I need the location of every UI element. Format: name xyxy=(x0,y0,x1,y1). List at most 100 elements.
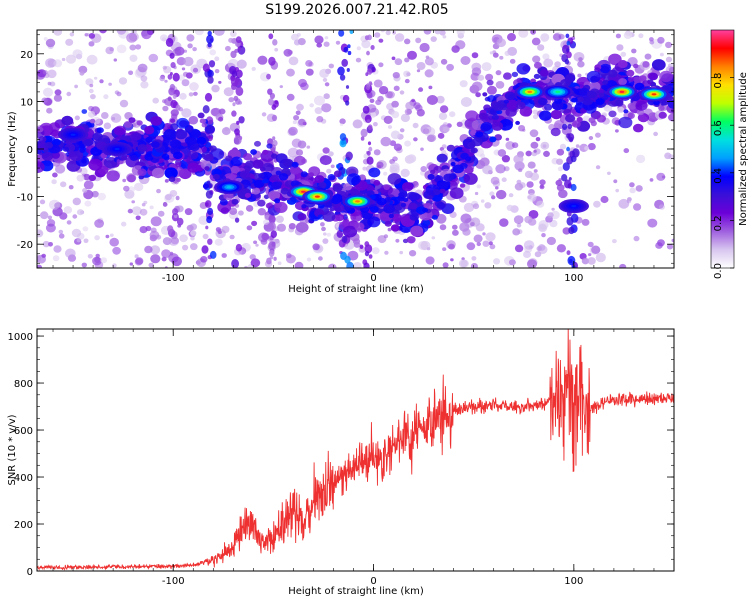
heatmap-cell xyxy=(344,255,351,264)
heatmap-cell xyxy=(135,215,141,221)
heatmap-cell xyxy=(524,170,533,179)
heatmap-cell xyxy=(566,146,570,152)
heatmap-cell xyxy=(398,192,405,198)
heatmap-cell xyxy=(274,47,279,52)
heatmap-cell xyxy=(489,136,497,143)
heatmap-cell xyxy=(94,219,104,228)
heatmap-cell xyxy=(350,188,360,196)
heatmap-cell xyxy=(249,254,256,260)
heatmap-cell xyxy=(623,148,630,154)
heatmap-cell xyxy=(363,262,370,268)
heatmap-cell xyxy=(420,166,428,172)
heatmap-cell xyxy=(489,244,496,250)
heatmap-cell xyxy=(190,144,200,151)
heatmap-cell xyxy=(496,38,507,48)
heatmap-cell xyxy=(150,254,161,264)
heatmap-cell xyxy=(525,150,532,157)
heatmap-cell xyxy=(577,73,582,78)
heatmap-cell xyxy=(492,102,504,111)
heatmap-cell xyxy=(496,189,507,200)
heatmap-cell xyxy=(187,43,193,49)
heatmap-cell xyxy=(229,207,238,215)
heatmap-cell xyxy=(586,70,601,83)
colorbar-gradient xyxy=(711,30,734,268)
heatmap-cell xyxy=(204,92,213,102)
heatmap-cell xyxy=(152,97,159,104)
heatmap-cell xyxy=(250,258,261,268)
heatmap-cell xyxy=(181,67,186,71)
heatmap-cell xyxy=(434,30,442,35)
heatmap-cell xyxy=(164,179,169,183)
heatmap-cell xyxy=(298,78,307,88)
heatmap-cell xyxy=(218,108,226,115)
heatmap-cell xyxy=(409,250,417,257)
heatmap-cell xyxy=(209,250,217,259)
heatmap-cell xyxy=(390,130,401,140)
heatmap-cell xyxy=(225,155,233,162)
heatmap-cell xyxy=(476,242,481,247)
heatmap-cell xyxy=(236,120,240,125)
heatmap-cell xyxy=(633,123,644,133)
heatmap-cell xyxy=(119,99,129,108)
heatmap-cell xyxy=(394,33,405,42)
heatmap-cell xyxy=(602,80,609,85)
heatmap-cell xyxy=(39,199,46,205)
heatmap-cell xyxy=(439,188,446,194)
heatmap-cell xyxy=(488,241,493,246)
heatmap-cell xyxy=(314,95,325,106)
heatmap-cell xyxy=(296,103,304,111)
heatmap-cell xyxy=(159,76,165,82)
heatmap-cell xyxy=(499,55,504,60)
y-tick-label: 600 xyxy=(14,426,33,437)
heatmap-cell xyxy=(232,102,236,107)
heatmap-cell xyxy=(235,195,239,200)
heatmap-cell xyxy=(135,44,142,50)
heatmap-cell xyxy=(84,200,92,207)
heatmap-cell xyxy=(144,245,153,254)
heatmap-cell xyxy=(562,162,570,171)
heatmap-cell xyxy=(365,72,369,77)
heatmap-cell xyxy=(327,174,336,181)
heatmap-cell xyxy=(128,70,134,76)
heatmap-cell xyxy=(96,127,104,134)
heatmap-cell xyxy=(598,92,605,98)
heatmap-cell xyxy=(218,116,224,122)
heatmap-cell xyxy=(506,204,514,211)
heatmap-cell xyxy=(543,58,554,68)
heatmap-cell xyxy=(90,94,96,100)
heatmap-bright-spot xyxy=(315,195,320,198)
heatmap-cell xyxy=(649,72,658,81)
colorbar-ticks: 0.0 0.2 0.4 0.6 0.8 xyxy=(711,73,734,279)
heatmap-cell xyxy=(186,34,195,42)
heatmap-cell xyxy=(514,244,524,253)
heatmap-cell xyxy=(306,145,311,149)
heatmap-cell xyxy=(317,214,325,220)
y-tick-label: 20 xyxy=(20,50,33,61)
heatmap-cell xyxy=(406,154,417,163)
snr-plot-area xyxy=(37,329,674,571)
heatmap-bright-spot xyxy=(355,200,360,203)
heatmap-cell xyxy=(176,217,184,226)
heatmap-cell xyxy=(511,142,519,149)
heatmap-cell xyxy=(150,216,162,227)
heatmap-cell xyxy=(202,233,209,240)
heatmap-cell xyxy=(321,226,326,232)
heatmap-cell xyxy=(395,238,400,243)
heatmap-cell xyxy=(577,60,585,68)
heatmap-cell xyxy=(198,143,205,148)
heatmap-cell xyxy=(499,218,509,227)
heatmap-cell xyxy=(403,70,411,78)
heatmap-cell xyxy=(408,202,418,210)
heatmap-cell xyxy=(245,160,255,169)
heatmap-cell xyxy=(419,42,430,53)
heatmap-cell xyxy=(491,195,496,200)
heatmap-cell xyxy=(87,111,96,118)
heatmap-cell xyxy=(486,85,497,95)
heatmap-cell xyxy=(484,202,492,209)
heatmap-cell xyxy=(481,62,492,72)
heatmap-cell xyxy=(404,78,410,84)
heatmap-cell xyxy=(333,203,345,213)
heatmap-cell xyxy=(170,251,174,256)
heatmap-cell xyxy=(380,30,385,33)
heatmap-cell xyxy=(493,258,501,265)
